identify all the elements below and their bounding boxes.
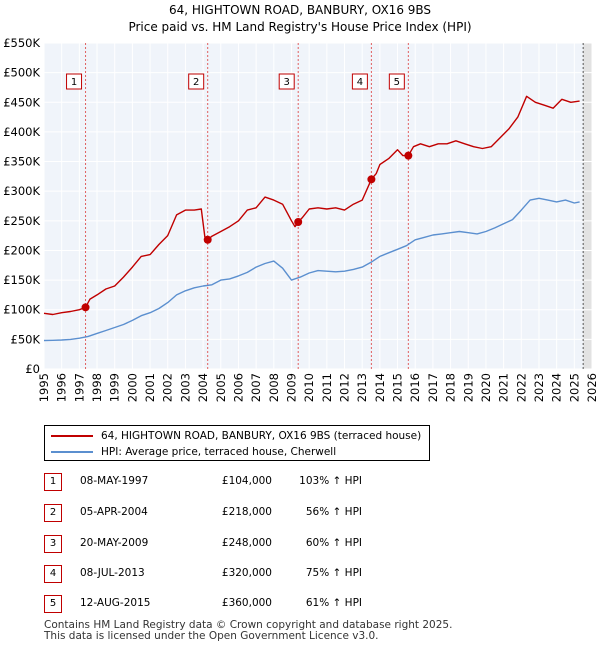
x-tick-label: 2026 (585, 373, 599, 402)
transaction-date: 08-JUL-2013 (80, 567, 145, 579)
x-tick-label: 2016 (408, 373, 422, 402)
transaction-hpi: 75% ↑ HPI (305, 567, 362, 579)
transaction-hpi: 60% ↑ HPI (305, 537, 362, 549)
x-tick-label: 2002 (161, 373, 175, 402)
transaction-label-box (388, 73, 405, 90)
transaction-hpi: 61% ↑ HPI (305, 597, 362, 609)
x-tick-label: 2000 (125, 373, 139, 402)
x-tick-label: 2004 (196, 373, 210, 402)
x-tick-label: 2021 (497, 373, 511, 402)
x-tick-label: 2012 (338, 373, 352, 402)
y-tick-label: £450K (3, 95, 40, 109)
transaction-number: 2 (44, 504, 62, 522)
footer-line: Contains HM Land Registry data © Crown c… (44, 619, 453, 631)
transaction-label: 5 (394, 77, 400, 88)
x-tick-label: 1996 (55, 373, 69, 402)
x-tick-label: 2005 (214, 373, 228, 402)
x-tick-label: 2023 (532, 373, 546, 402)
transaction-label: 3 (284, 77, 290, 88)
transaction-number: 5 (44, 595, 62, 613)
footer-line: This data is licensed under the Open Gov… (44, 630, 379, 642)
legend-swatch-property (51, 435, 93, 437)
transaction-date: 08-MAY-1997 (80, 475, 149, 487)
transaction-label-box (278, 73, 295, 90)
y-tick-label: £100K (3, 303, 40, 317)
x-tick-label: 2009 (284, 373, 298, 402)
x-tick-label: 2019 (461, 373, 475, 402)
y-tick-label: £200K (3, 243, 40, 257)
transaction-label: 2 (193, 77, 199, 88)
x-tick-label: 2006 (231, 373, 245, 402)
legend-item-property: 64, HIGHTOWN ROAD, BANBURY, OX16 9BS (te… (51, 429, 421, 443)
property-price-line (43, 95, 580, 316)
transaction-hpi: 103% ↑ HPI (299, 475, 362, 487)
transaction-price: £248,000 (221, 537, 272, 549)
x-tick-label: 2014 (373, 373, 387, 402)
legend-label-property: 64, HIGHTOWN ROAD, BANBURY, OX16 9BS (te… (101, 430, 422, 442)
y-tick-label: £150K (3, 273, 40, 287)
transaction-point (203, 235, 212, 244)
x-tick-label: 2010 (302, 373, 316, 402)
y-tick-label: £50K (11, 332, 41, 346)
y-tick-label: £400K (3, 125, 40, 139)
transaction-label: 4 (357, 77, 363, 88)
chart-title: 64, HIGHTOWN ROAD, BANBURY, OX16 9BS (168, 3, 432, 17)
legend-swatch-hpi (51, 451, 93, 453)
x-tick-label: 2001 (143, 373, 157, 402)
x-tick-label: 2020 (479, 373, 493, 402)
x-tick-label: 2018 (444, 373, 458, 402)
transaction-date: 12-AUG-2015 (80, 597, 151, 609)
footer-attribution: Contains HM Land Registry data © Crown c… (44, 620, 452, 642)
transaction-hpi: 56% ↑ HPI (305, 506, 362, 518)
transaction-price: £320,000 (221, 567, 272, 579)
legend-item-hpi: HPI: Average price, terraced house, Cher… (51, 445, 336, 459)
x-tick-label: 1999 (108, 373, 122, 402)
transaction-price: £104,000 (221, 475, 272, 487)
transaction-label-box (66, 73, 83, 90)
transaction-point (404, 151, 413, 160)
y-tick-label: £350K (3, 155, 40, 169)
y-tick-label: £550K (3, 36, 40, 50)
y-tick-label: £0 (25, 362, 40, 376)
x-tick-label: 2015 (391, 373, 405, 402)
transaction-number: 3 (44, 535, 62, 553)
x-tick-label: 1998 (90, 373, 104, 402)
x-tick-label: 2024 (550, 373, 564, 402)
x-tick-label: 1995 (37, 373, 51, 402)
transaction-number: 4 (44, 565, 62, 583)
transaction-number: 1 (44, 473, 62, 491)
transaction-point (367, 175, 376, 184)
x-tick-label: 2013 (355, 373, 369, 402)
transaction-date: 20-MAY-2009 (80, 537, 149, 549)
transaction-label-box (188, 73, 205, 90)
hpi-line (43, 197, 580, 342)
y-tick-label: £250K (3, 214, 40, 228)
transaction-point (81, 303, 90, 312)
chart-legend: 64, HIGHTOWN ROAD, BANBURY, OX16 9BS (te… (44, 425, 430, 461)
x-tick-label: 2007 (249, 373, 263, 402)
y-tick-label: £300K (3, 184, 40, 198)
transaction-label-box (351, 73, 368, 90)
y-tick-label: £500K (3, 66, 40, 80)
x-tick-label: 2022 (514, 373, 528, 402)
chart-subtitle: Price paid vs. HM Land Registry's House … (128, 20, 472, 34)
x-tick-label: 2011 (320, 373, 334, 402)
legend-label-hpi: HPI: Average price, terraced house, Cher… (101, 446, 337, 458)
transaction-price: £360,000 (221, 597, 272, 609)
transaction-label: 1 (71, 77, 77, 88)
x-tick-label: 2008 (267, 373, 281, 402)
x-tick-label: 2003 (178, 373, 192, 402)
x-tick-label: 1997 (72, 373, 86, 402)
plot-area (44, 43, 592, 369)
transaction-date: 05-APR-2004 (80, 506, 148, 518)
price-chart: £0 £50K £100K £150K £200K £250K £300K £350K £400… (3, 36, 599, 402)
transaction-point (294, 218, 303, 227)
x-tick-label: 2017 (426, 373, 440, 402)
transaction-price: £218,000 (221, 506, 272, 518)
x-tick-label: 2025 (567, 373, 581, 402)
forecast-region (583, 43, 592, 369)
